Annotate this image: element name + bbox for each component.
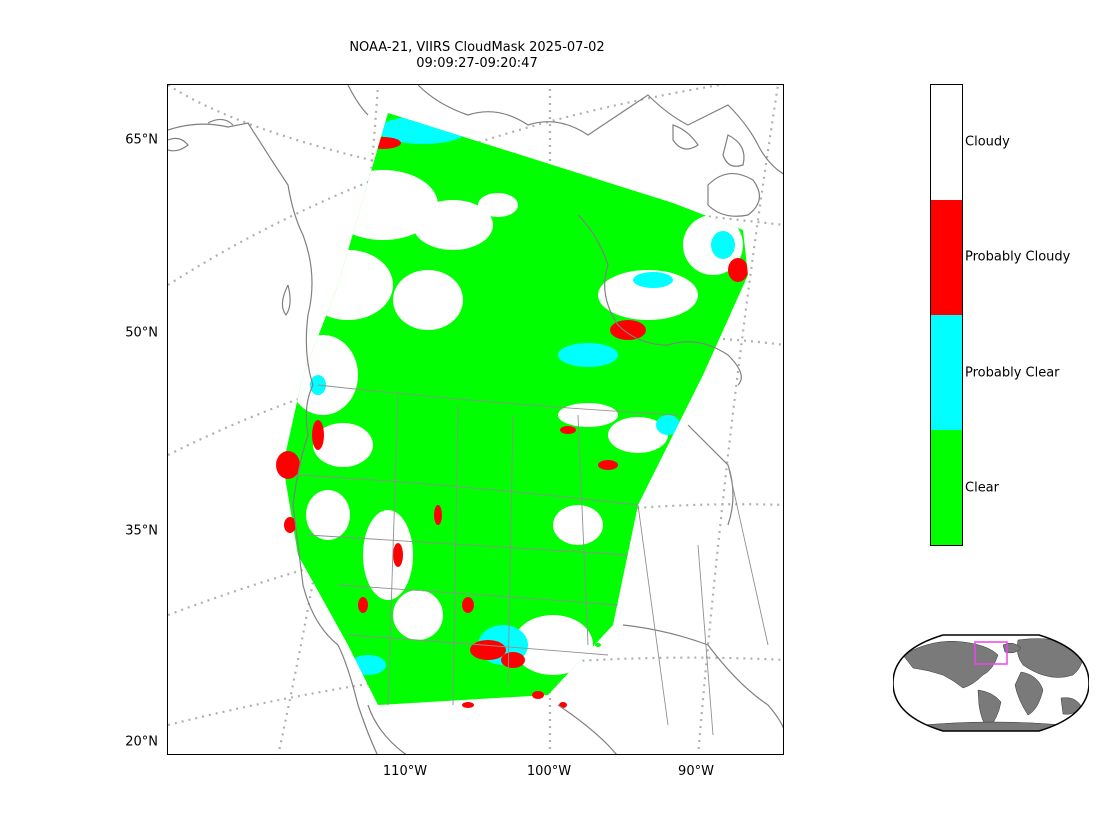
lat-label-50: 50°N (125, 325, 158, 341)
cloudmask-swath (276, 113, 748, 708)
map-title: NOAA-21, VIIRS CloudMask 2025-07-02 09:0… (300, 40, 654, 72)
lon-label-100w: 100°W (526, 764, 572, 779)
colorbar-label-probably-cloudy: Probably Cloudy (965, 249, 1071, 265)
lat-label-65: 65°N (125, 132, 158, 148)
inset-region-box (974, 641, 1008, 665)
lat-label-35: 35°N (125, 523, 158, 539)
map-svg (168, 85, 783, 754)
colorbar-segment-probably-cloudy (931, 200, 962, 315)
title-line-2: 09:09:27-09:20:47 (416, 56, 538, 71)
inset-world-map (892, 630, 1090, 736)
colorbar (930, 84, 963, 546)
colorbar-label-clear: Clear (965, 480, 999, 496)
coastlines (168, 85, 783, 754)
colorbar-segment-clear (931, 430, 962, 545)
colorbar-label-probably-clear: Probably Clear (965, 365, 1060, 381)
lon-label-110w: 110°W (382, 764, 428, 779)
title-line-1: NOAA-21, VIIRS CloudMask 2025-07-02 (349, 40, 605, 55)
colorbar-segment-probably-clear (931, 315, 962, 430)
colorbar-segment-cloudy (931, 85, 962, 200)
lat-label-20: 20°N (125, 734, 158, 750)
colorbar-label-cloudy: Cloudy (965, 134, 1010, 150)
cloudmask-map (167, 84, 784, 755)
lon-label-90w: 90°W (678, 764, 714, 779)
borders (297, 384, 769, 736)
